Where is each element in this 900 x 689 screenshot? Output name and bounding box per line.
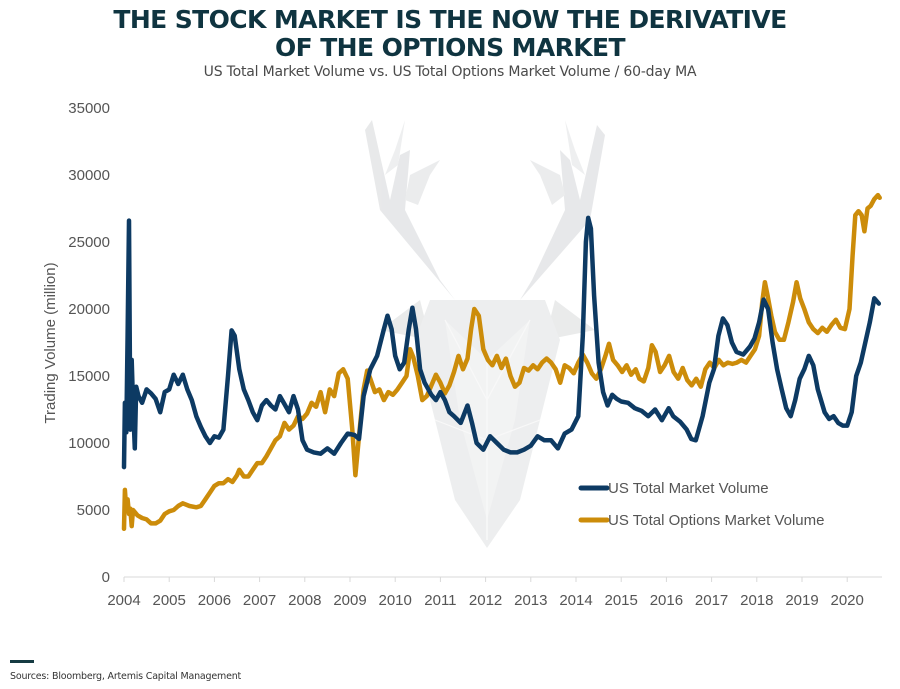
series-line-market-volume (121, 215, 882, 470)
x-tick-label: 2006 (198, 592, 231, 609)
x-tick-label: 2010 (379, 592, 412, 609)
x-tick-label: 2007 (243, 592, 276, 609)
footer-accent-bar (10, 660, 34, 663)
y-tick-label: 35000 (68, 100, 110, 117)
legend-label-market: US Total Market Volume (608, 480, 769, 497)
legend-label-options: US Total Options Market Volume (608, 512, 825, 529)
y-tick-label: 10000 (68, 435, 110, 452)
x-tick-label: 2012 (469, 592, 502, 609)
deer-watermark-icon (365, 120, 605, 548)
x-tick-label: 2004 (107, 592, 140, 609)
y-tick-label: 0 (102, 569, 110, 586)
y-axis-label: Trading Volume (million) (42, 262, 59, 423)
series-group (121, 192, 882, 532)
y-tick-label: 25000 (68, 234, 110, 251)
x-tick-label: 2020 (831, 592, 864, 609)
legend-item-options: US Total Options Market Volume (578, 512, 825, 529)
x-tick-label: 2019 (785, 592, 818, 609)
chart-title: THE STOCK MARKET IS THE NOW THE DERIVATI… (0, 6, 900, 62)
legend: US Total Market Volume US Total Options … (578, 480, 825, 529)
x-tick-label: 2014 (559, 592, 592, 609)
sources-note: Sources: Bloomberg, Artemis Capital Mana… (10, 671, 242, 682)
x-tick-label: 2018 (740, 592, 773, 609)
chart-title-line-2: OF THE OPTIONS MARKET (275, 33, 626, 62)
line-chart: 0 5000 10000 15000 20000 25000 30000 35000 2004… (42, 100, 882, 609)
x-tick-label: 2009 (333, 592, 366, 609)
y-tick-label: 15000 (68, 368, 110, 385)
y-tick-label: 20000 (68, 301, 110, 318)
y-tick-label: 5000 (77, 502, 110, 519)
x-tick-label: 2008 (288, 592, 321, 609)
legend-item-market: US Total Market Volume (578, 480, 769, 497)
x-tick-label: 2011 (424, 592, 456, 609)
series-line-options-volume (121, 192, 882, 532)
x-tick-label: 2017 (695, 592, 728, 609)
y-tick-label: 30000 (68, 167, 110, 184)
x-tick-label: 2013 (514, 592, 547, 609)
x-tick-label: 2015 (605, 592, 638, 609)
chart-subtitle: US Total Market Volume vs. US Total Opti… (203, 64, 697, 80)
x-tick-label: 2005 (153, 592, 186, 609)
x-axis-ticks: 2004 2005 2006 2007 2008 2009 2010 2011 2012 2013… (107, 577, 864, 609)
x-tick-label: 2016 (650, 592, 683, 609)
chart-title-line-1: THE STOCK MARKET IS THE NOW THE DERIVATI… (113, 5, 787, 34)
y-axis-ticks: 0 5000 10000 15000 20000 25000 30000 35000 (68, 100, 110, 586)
